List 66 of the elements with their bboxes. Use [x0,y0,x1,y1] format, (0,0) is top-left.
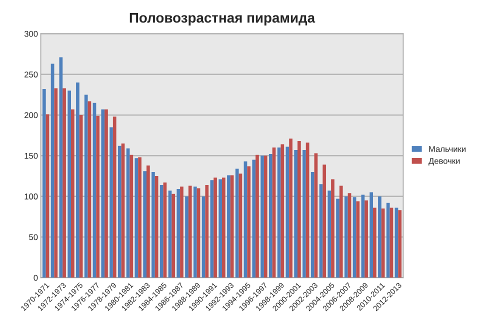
bar [280,144,284,278]
legend-label: Мальчики [429,146,466,152]
bar [218,179,222,278]
bar [180,186,184,278]
bar [235,168,239,278]
bar [268,154,272,278]
bar [294,150,298,278]
bar [378,196,382,278]
bar [84,94,88,278]
bar [256,154,259,278]
bar [71,109,74,278]
bar [386,202,390,278]
bar [146,165,150,278]
chart-title: Половозрастная пирамида [130,13,316,26]
bar [76,82,80,278]
bar [112,116,116,278]
bar [101,109,105,278]
bar [336,198,340,278]
y-tick-label: 150 [24,152,38,159]
bar [143,171,146,278]
bar [54,88,58,278]
bar [104,109,108,278]
bar [331,179,334,278]
y-tick-label: 300 [24,30,38,37]
bar [185,196,188,278]
bar [328,190,332,278]
bar [247,166,251,278]
bar [222,178,226,278]
bar [193,186,197,278]
bar [130,154,134,278]
bar [68,90,71,278]
bar [356,201,360,278]
bar [172,194,176,278]
bar [264,156,268,278]
bar [398,210,402,278]
bar [118,146,122,278]
bar [298,141,301,278]
legend-label: Девочки [428,158,460,166]
bar [214,178,217,278]
bar [252,160,256,278]
bar [176,189,180,278]
bar [138,157,142,278]
bar [364,200,368,278]
bar [42,89,46,278]
bar [344,196,348,278]
bar [302,150,306,278]
y-tick-label: 50 [29,234,38,240]
bar [310,172,314,278]
bar [62,88,66,278]
y-tick-label: 200 [24,112,38,118]
bar [370,192,373,278]
bar [188,186,192,278]
bar [96,116,100,278]
bar [160,184,164,278]
bar [322,164,326,278]
bar [152,172,155,278]
y-tick-label: 100 [24,194,38,200]
bar [205,184,209,278]
y-tick-label: 250 [24,72,38,78]
y-tick-label: 0 [34,274,38,281]
bar [289,138,292,278]
bar [339,186,343,278]
bar [373,208,376,278]
bar [110,127,113,278]
bar [227,175,230,278]
bar [260,156,264,278]
